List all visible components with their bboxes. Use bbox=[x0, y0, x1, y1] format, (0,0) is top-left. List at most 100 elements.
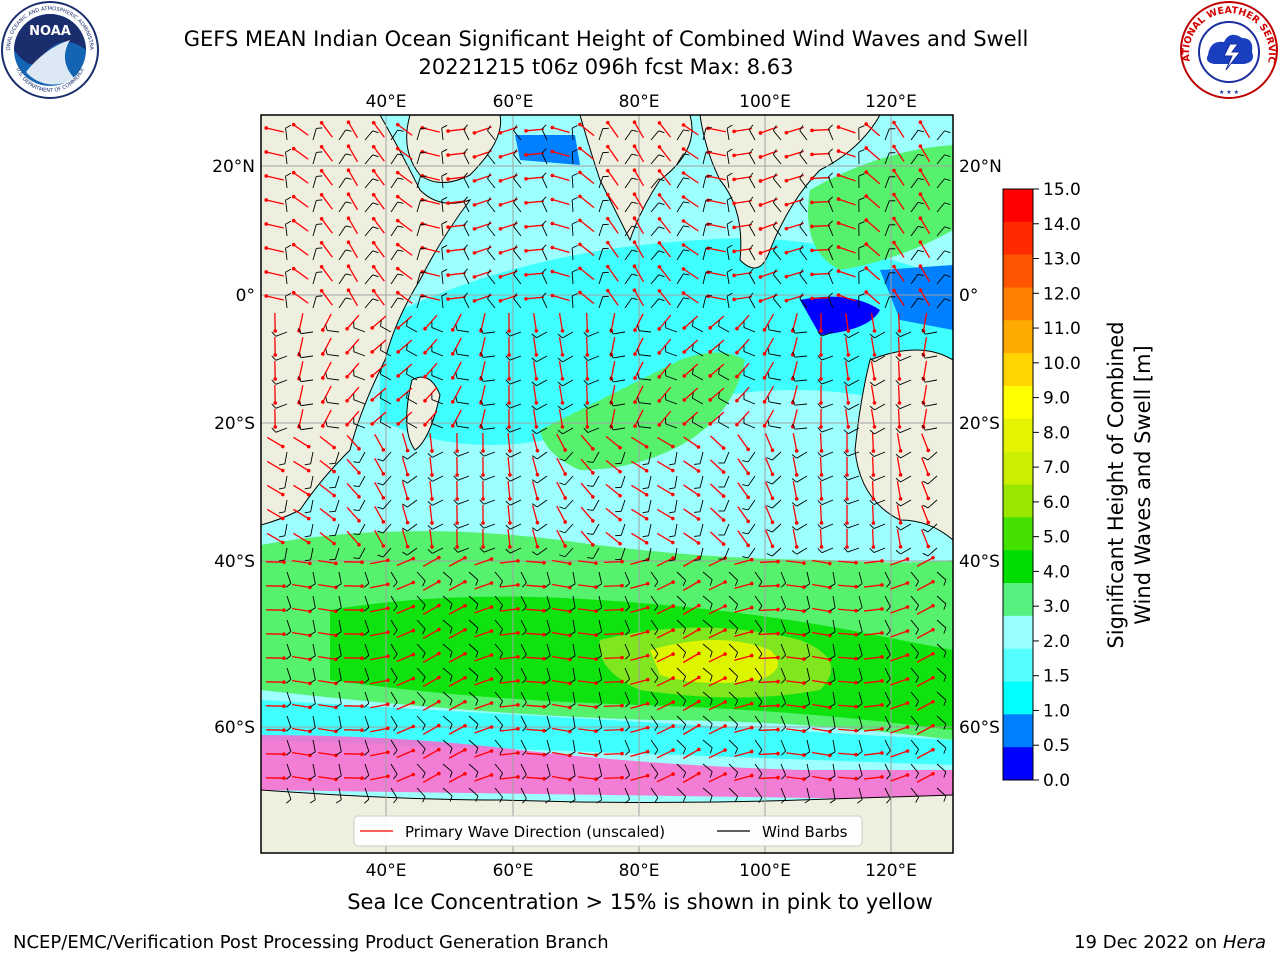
wave-arrow-head bbox=[463, 603, 467, 608]
wave-arrow bbox=[792, 529, 798, 547]
wind-barb bbox=[536, 355, 548, 363]
wave-arrow bbox=[422, 749, 440, 759]
wave-arrow bbox=[266, 247, 284, 253]
wave-arrow-head bbox=[371, 288, 376, 293]
wind-barb bbox=[858, 787, 863, 800]
wind-barb bbox=[925, 331, 938, 335]
wave-arrow-head bbox=[931, 603, 935, 608]
wind-barb-flag bbox=[668, 463, 675, 466]
wave-arrow-head bbox=[446, 177, 450, 181]
wind-barb-flag bbox=[780, 582, 786, 588]
wind-barb bbox=[520, 739, 527, 751]
wind-barb bbox=[546, 787, 551, 800]
wave-arrow bbox=[448, 725, 466, 735]
wave-arrow bbox=[737, 482, 749, 498]
wave-arrow-head bbox=[345, 398, 349, 403]
wind-barb bbox=[821, 475, 834, 482]
wind-barb bbox=[598, 739, 603, 752]
wind-barb-flag bbox=[285, 655, 292, 660]
wind-barb-flag bbox=[297, 328, 302, 334]
wind-barb-flag bbox=[422, 772, 426, 779]
wind-barb-flag bbox=[309, 655, 316, 660]
wind-barb-flag bbox=[944, 154, 951, 158]
wave-arrow-head bbox=[810, 272, 814, 277]
wind-barb bbox=[562, 403, 574, 411]
wave-arrow-head bbox=[591, 495, 595, 499]
wind-barb bbox=[494, 667, 503, 678]
wind-barb bbox=[884, 739, 891, 751]
wave-arrow bbox=[870, 361, 876, 379]
wind-barb-flag bbox=[479, 327, 484, 334]
wave-arrow bbox=[525, 728, 545, 732]
wave-arrow bbox=[292, 703, 310, 709]
wind-barb bbox=[723, 499, 730, 512]
wave-arrow-head bbox=[671, 772, 675, 776]
wind-barb-flag bbox=[380, 392, 382, 399]
wind-barb bbox=[910, 202, 919, 213]
wave-arrow-head bbox=[273, 353, 277, 357]
colorbar-label: Significant Height of Combined Wind Wave… bbox=[1104, 321, 1155, 648]
colorbar-tick-label: 6.0 bbox=[1043, 493, 1070, 513]
wave-arrow bbox=[347, 241, 359, 259]
wind-barb bbox=[338, 249, 346, 261]
wind-barb bbox=[275, 379, 288, 385]
wind-barb bbox=[821, 523, 834, 530]
wind-barb bbox=[285, 224, 288, 237]
wind-barb bbox=[936, 202, 946, 213]
wave-arrow bbox=[865, 219, 881, 233]
wind-barb bbox=[620, 547, 626, 560]
wave-arrow bbox=[397, 363, 413, 377]
wave-arrow-head bbox=[489, 557, 494, 561]
wind-barb bbox=[327, 425, 340, 429]
wave-arrow-head bbox=[682, 422, 687, 426]
wind-barb-flag bbox=[316, 295, 323, 297]
wave-arrow bbox=[845, 385, 849, 403]
wave-arrow bbox=[683, 532, 699, 544]
wind-barb bbox=[620, 475, 626, 488]
wave-arrow bbox=[630, 775, 648, 781]
wind-barb bbox=[380, 397, 392, 405]
wind-barb bbox=[457, 401, 470, 405]
wave-arrow-head bbox=[746, 519, 751, 524]
wave-arrow bbox=[837, 776, 857, 780]
wind-barb bbox=[821, 499, 834, 506]
wind-barb-flag bbox=[869, 405, 875, 411]
wind-barb-flag bbox=[683, 297, 690, 300]
wave-arrow bbox=[552, 727, 570, 733]
wind-barb-flag bbox=[726, 148, 733, 153]
wave-arrow bbox=[347, 217, 359, 235]
wave-arrow-head bbox=[357, 446, 361, 451]
wave-arrow-head bbox=[381, 496, 386, 500]
wind-barb bbox=[936, 619, 947, 629]
wave-arrow-head bbox=[836, 221, 841, 225]
wind-barb bbox=[650, 595, 659, 607]
wave-arrow-head bbox=[563, 544, 567, 548]
wave-arrow-head bbox=[657, 169, 662, 173]
wind-barb bbox=[338, 643, 342, 656]
wind-barb bbox=[676, 619, 686, 629]
wind-barb bbox=[624, 715, 631, 728]
wave-arrow bbox=[552, 679, 570, 685]
wind-barb-flag bbox=[505, 476, 511, 482]
wind-barb bbox=[726, 248, 730, 261]
wave-arrow bbox=[656, 557, 674, 567]
wind-barb-flag bbox=[304, 559, 311, 562]
svg-text:★ ★ ★: ★ ★ ★ bbox=[1219, 89, 1239, 96]
wave-arrow bbox=[293, 172, 309, 184]
wind-barb bbox=[487, 250, 496, 261]
wave-arrow-head bbox=[386, 702, 390, 707]
wind-barb-flag bbox=[377, 530, 384, 534]
wind-barb bbox=[702, 152, 707, 165]
wind-barb-flag bbox=[406, 392, 408, 399]
wind-barb bbox=[676, 201, 684, 213]
wave-arrow bbox=[424, 410, 438, 426]
wave-arrow-head bbox=[542, 704, 546, 709]
wave-arrow bbox=[474, 654, 492, 662]
wave-arrow bbox=[292, 484, 310, 496]
wind-barb-flag bbox=[309, 751, 316, 756]
wind-barb-flag bbox=[922, 480, 929, 485]
wind-barb-flag bbox=[513, 173, 518, 179]
wave-arrow-head bbox=[516, 727, 520, 731]
wind-barb bbox=[468, 787, 479, 797]
wind-barb bbox=[884, 296, 890, 309]
